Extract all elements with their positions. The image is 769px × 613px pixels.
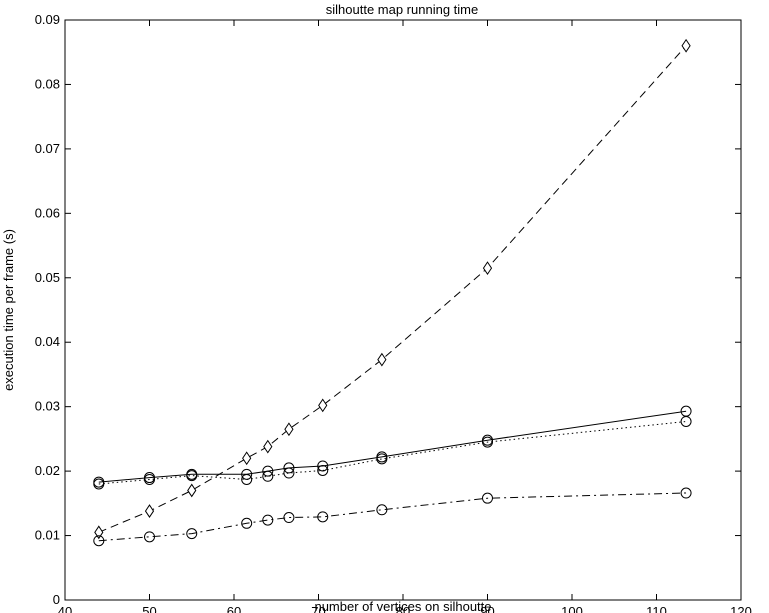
y-tick-label: 0.06 bbox=[35, 205, 60, 220]
data-point-circle bbox=[262, 465, 274, 477]
x-axis-title: number of vertices on silhoutte bbox=[314, 599, 491, 613]
y-tick-label: 0.05 bbox=[35, 270, 60, 285]
series-3 bbox=[93, 487, 692, 547]
data-point-circle bbox=[482, 492, 493, 504]
y-tick-label: 0.08 bbox=[35, 76, 60, 91]
y-tick-label: 0.03 bbox=[35, 399, 60, 414]
series-0 bbox=[94, 38, 691, 540]
y-axis-title: execution time per frame (s) bbox=[1, 229, 16, 391]
y-tick-label: 0.07 bbox=[35, 141, 60, 156]
series-line bbox=[98, 421, 687, 485]
data-point-circle bbox=[241, 468, 253, 480]
x-tick-label: 60 bbox=[227, 604, 241, 613]
data-point-diamond bbox=[144, 504, 155, 518]
series-line bbox=[98, 45, 687, 533]
data-point-diamond bbox=[242, 451, 252, 466]
data-point-circle bbox=[186, 528, 198, 540]
data-point-circle bbox=[144, 531, 155, 543]
data-point-diamond bbox=[681, 38, 691, 53]
data-point-circle bbox=[283, 462, 295, 474]
data-point-circle bbox=[262, 470, 274, 482]
x-tick-label: 80 bbox=[396, 604, 410, 613]
data-point-circle bbox=[482, 436, 493, 448]
data-point-circle bbox=[680, 487, 692, 499]
x-tick-label: 100 bbox=[561, 604, 583, 613]
data-point-diamond bbox=[377, 352, 387, 367]
data-point-circle bbox=[283, 467, 295, 479]
data-point-circle bbox=[283, 512, 295, 524]
x-tick-label: 50 bbox=[142, 604, 156, 613]
y-tick-label: 0.02 bbox=[35, 463, 60, 478]
y-tick-label: 0.09 bbox=[35, 12, 60, 27]
data-point-circle bbox=[186, 470, 198, 482]
data-point-diamond bbox=[318, 398, 328, 413]
data-point-circle bbox=[680, 415, 692, 427]
data-point-circle bbox=[144, 473, 155, 485]
data-point-circle bbox=[376, 453, 388, 465]
data-point-circle bbox=[93, 535, 105, 547]
data-point-diamond bbox=[284, 422, 294, 437]
y-tick-label: 0.04 bbox=[35, 334, 60, 349]
series-line bbox=[98, 410, 687, 483]
data-point-circle bbox=[241, 517, 253, 529]
x-tick-label: 120 bbox=[730, 604, 752, 613]
series-layer bbox=[93, 38, 692, 547]
series-line bbox=[98, 492, 687, 542]
x-axis: 40 50 60 70 80 90 100 110 120 bbox=[58, 20, 752, 613]
y-tick-label: 0 bbox=[53, 592, 60, 607]
data-point-circle bbox=[262, 514, 274, 526]
data-point-circle bbox=[317, 460, 329, 472]
y-axis: 0 0.01 0.02 0.03 0.04 0.05 0.06 0.07 0.08 0.09 bbox=[35, 12, 741, 607]
data-point-circle bbox=[317, 464, 329, 476]
series-2 bbox=[93, 415, 692, 490]
data-point-circle bbox=[317, 511, 329, 523]
data-point-diamond bbox=[482, 261, 493, 276]
data-point-circle bbox=[376, 504, 388, 516]
plot-area-frame bbox=[64, 19, 742, 601]
y-tick-label: 0.01 bbox=[35, 528, 60, 543]
data-point-circle bbox=[93, 478, 105, 490]
data-point-diamond bbox=[263, 439, 273, 454]
x-tick-label: 70 bbox=[311, 604, 325, 613]
data-point-diamond bbox=[187, 483, 197, 498]
x-tick-label: 40 bbox=[58, 604, 72, 613]
x-tick-label: 90 bbox=[480, 604, 494, 613]
data-point-diamond bbox=[94, 525, 104, 540]
data-point-circle bbox=[241, 473, 253, 485]
x-tick-label: 110 bbox=[646, 604, 667, 613]
chart-title: silhoutte map running time bbox=[326, 2, 478, 17]
